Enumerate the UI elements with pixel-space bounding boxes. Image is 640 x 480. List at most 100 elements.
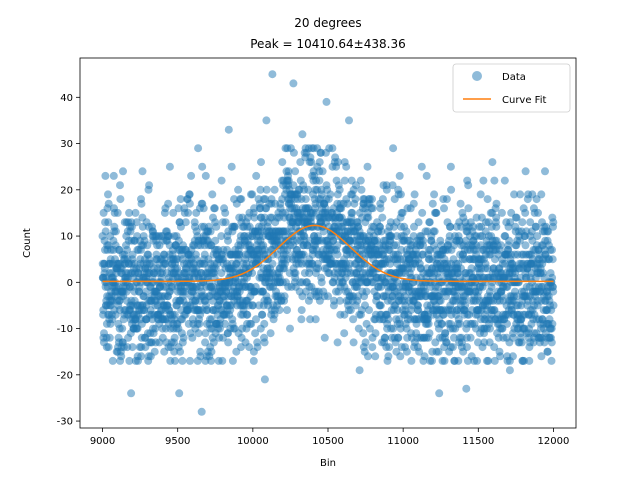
data-point xyxy=(461,301,470,310)
data-point xyxy=(473,356,481,365)
data-point xyxy=(467,264,476,273)
data-point xyxy=(368,204,377,213)
data-point xyxy=(194,144,203,153)
data-point xyxy=(409,199,418,208)
data-point xyxy=(116,195,125,204)
data-point xyxy=(212,222,221,231)
data-point xyxy=(368,195,376,204)
data-point xyxy=(333,338,342,347)
data-point xyxy=(243,310,252,319)
x-axis: 9000 9500 10000 10500 11000 11500 12000 xyxy=(90,428,570,447)
y-axis: -30 -20 -10 0 10 20 30 40 xyxy=(57,93,80,428)
data-point xyxy=(297,315,306,324)
data-point xyxy=(371,329,380,338)
data-point xyxy=(206,227,215,236)
data-point xyxy=(466,333,475,342)
data-point xyxy=(207,347,216,356)
data-point xyxy=(505,236,514,245)
data-point xyxy=(235,250,244,259)
data-point xyxy=(320,333,329,342)
y-tick-label: -20 xyxy=(57,370,73,381)
data-point xyxy=(217,176,226,185)
data-point xyxy=(143,241,152,250)
data-point xyxy=(176,195,185,204)
data-point xyxy=(208,190,217,199)
data-point xyxy=(171,356,179,365)
data-point xyxy=(262,185,271,194)
legend-data-marker xyxy=(472,71,482,81)
data-point xyxy=(430,190,439,199)
chart-title: 20 degrees xyxy=(294,16,361,30)
data-point xyxy=(307,158,316,167)
data-point xyxy=(450,333,458,342)
data-point xyxy=(185,199,194,208)
data-point xyxy=(221,208,230,217)
data-point xyxy=(322,97,331,106)
data-point xyxy=(410,190,419,199)
data-point xyxy=(402,347,411,356)
data-point xyxy=(436,296,445,305)
data-point xyxy=(378,195,387,204)
data-point xyxy=(362,287,371,296)
data-point xyxy=(428,356,436,365)
data-points xyxy=(98,70,558,416)
data-point xyxy=(101,171,110,180)
data-point xyxy=(440,204,448,213)
data-point xyxy=(199,204,208,213)
data-point xyxy=(296,158,305,167)
data-point xyxy=(549,287,558,296)
data-point xyxy=(228,356,237,365)
data-point xyxy=(289,181,298,190)
data-point xyxy=(512,292,521,301)
data-point xyxy=(201,338,210,347)
data-point xyxy=(262,116,271,125)
data-point xyxy=(306,315,315,324)
data-point xyxy=(510,190,519,199)
data-point xyxy=(365,306,373,315)
data-point xyxy=(137,199,146,208)
data-point xyxy=(446,222,455,231)
data-point xyxy=(376,301,385,310)
data-point xyxy=(516,190,525,199)
data-point xyxy=(500,176,509,185)
data-point xyxy=(207,356,216,365)
data-point xyxy=(464,181,473,190)
data-point xyxy=(447,185,456,194)
x-tick-label: 11000 xyxy=(387,436,419,447)
data-point xyxy=(422,171,431,180)
y-tick-label: 40 xyxy=(60,93,73,104)
data-point xyxy=(425,329,434,338)
data-point xyxy=(373,292,382,301)
data-point xyxy=(435,389,444,398)
data-point xyxy=(131,208,140,217)
x-tick-label: 12000 xyxy=(538,436,570,447)
data-point xyxy=(170,333,179,342)
data-point xyxy=(185,190,194,199)
data-point xyxy=(462,384,471,393)
data-point xyxy=(365,324,374,333)
data-point xyxy=(548,319,557,328)
data-point xyxy=(335,185,344,194)
data-point xyxy=(549,301,558,310)
data-point xyxy=(111,227,120,236)
data-point xyxy=(537,190,546,199)
data-point xyxy=(125,356,134,365)
data-point xyxy=(351,195,360,204)
data-point xyxy=(428,199,437,208)
data-point xyxy=(385,343,394,352)
data-point xyxy=(127,389,136,398)
data-point xyxy=(315,158,324,167)
data-point xyxy=(446,162,455,171)
data-point xyxy=(442,195,451,204)
y-tick-label: -30 xyxy=(57,417,73,428)
data-point xyxy=(430,227,439,236)
data-point xyxy=(283,306,291,315)
data-point xyxy=(249,356,258,365)
data-point xyxy=(230,222,239,231)
data-point xyxy=(264,296,273,305)
data-point xyxy=(483,264,492,273)
data-point xyxy=(181,287,190,296)
data-point xyxy=(454,356,463,365)
data-point xyxy=(432,208,441,217)
data-point xyxy=(548,273,557,282)
